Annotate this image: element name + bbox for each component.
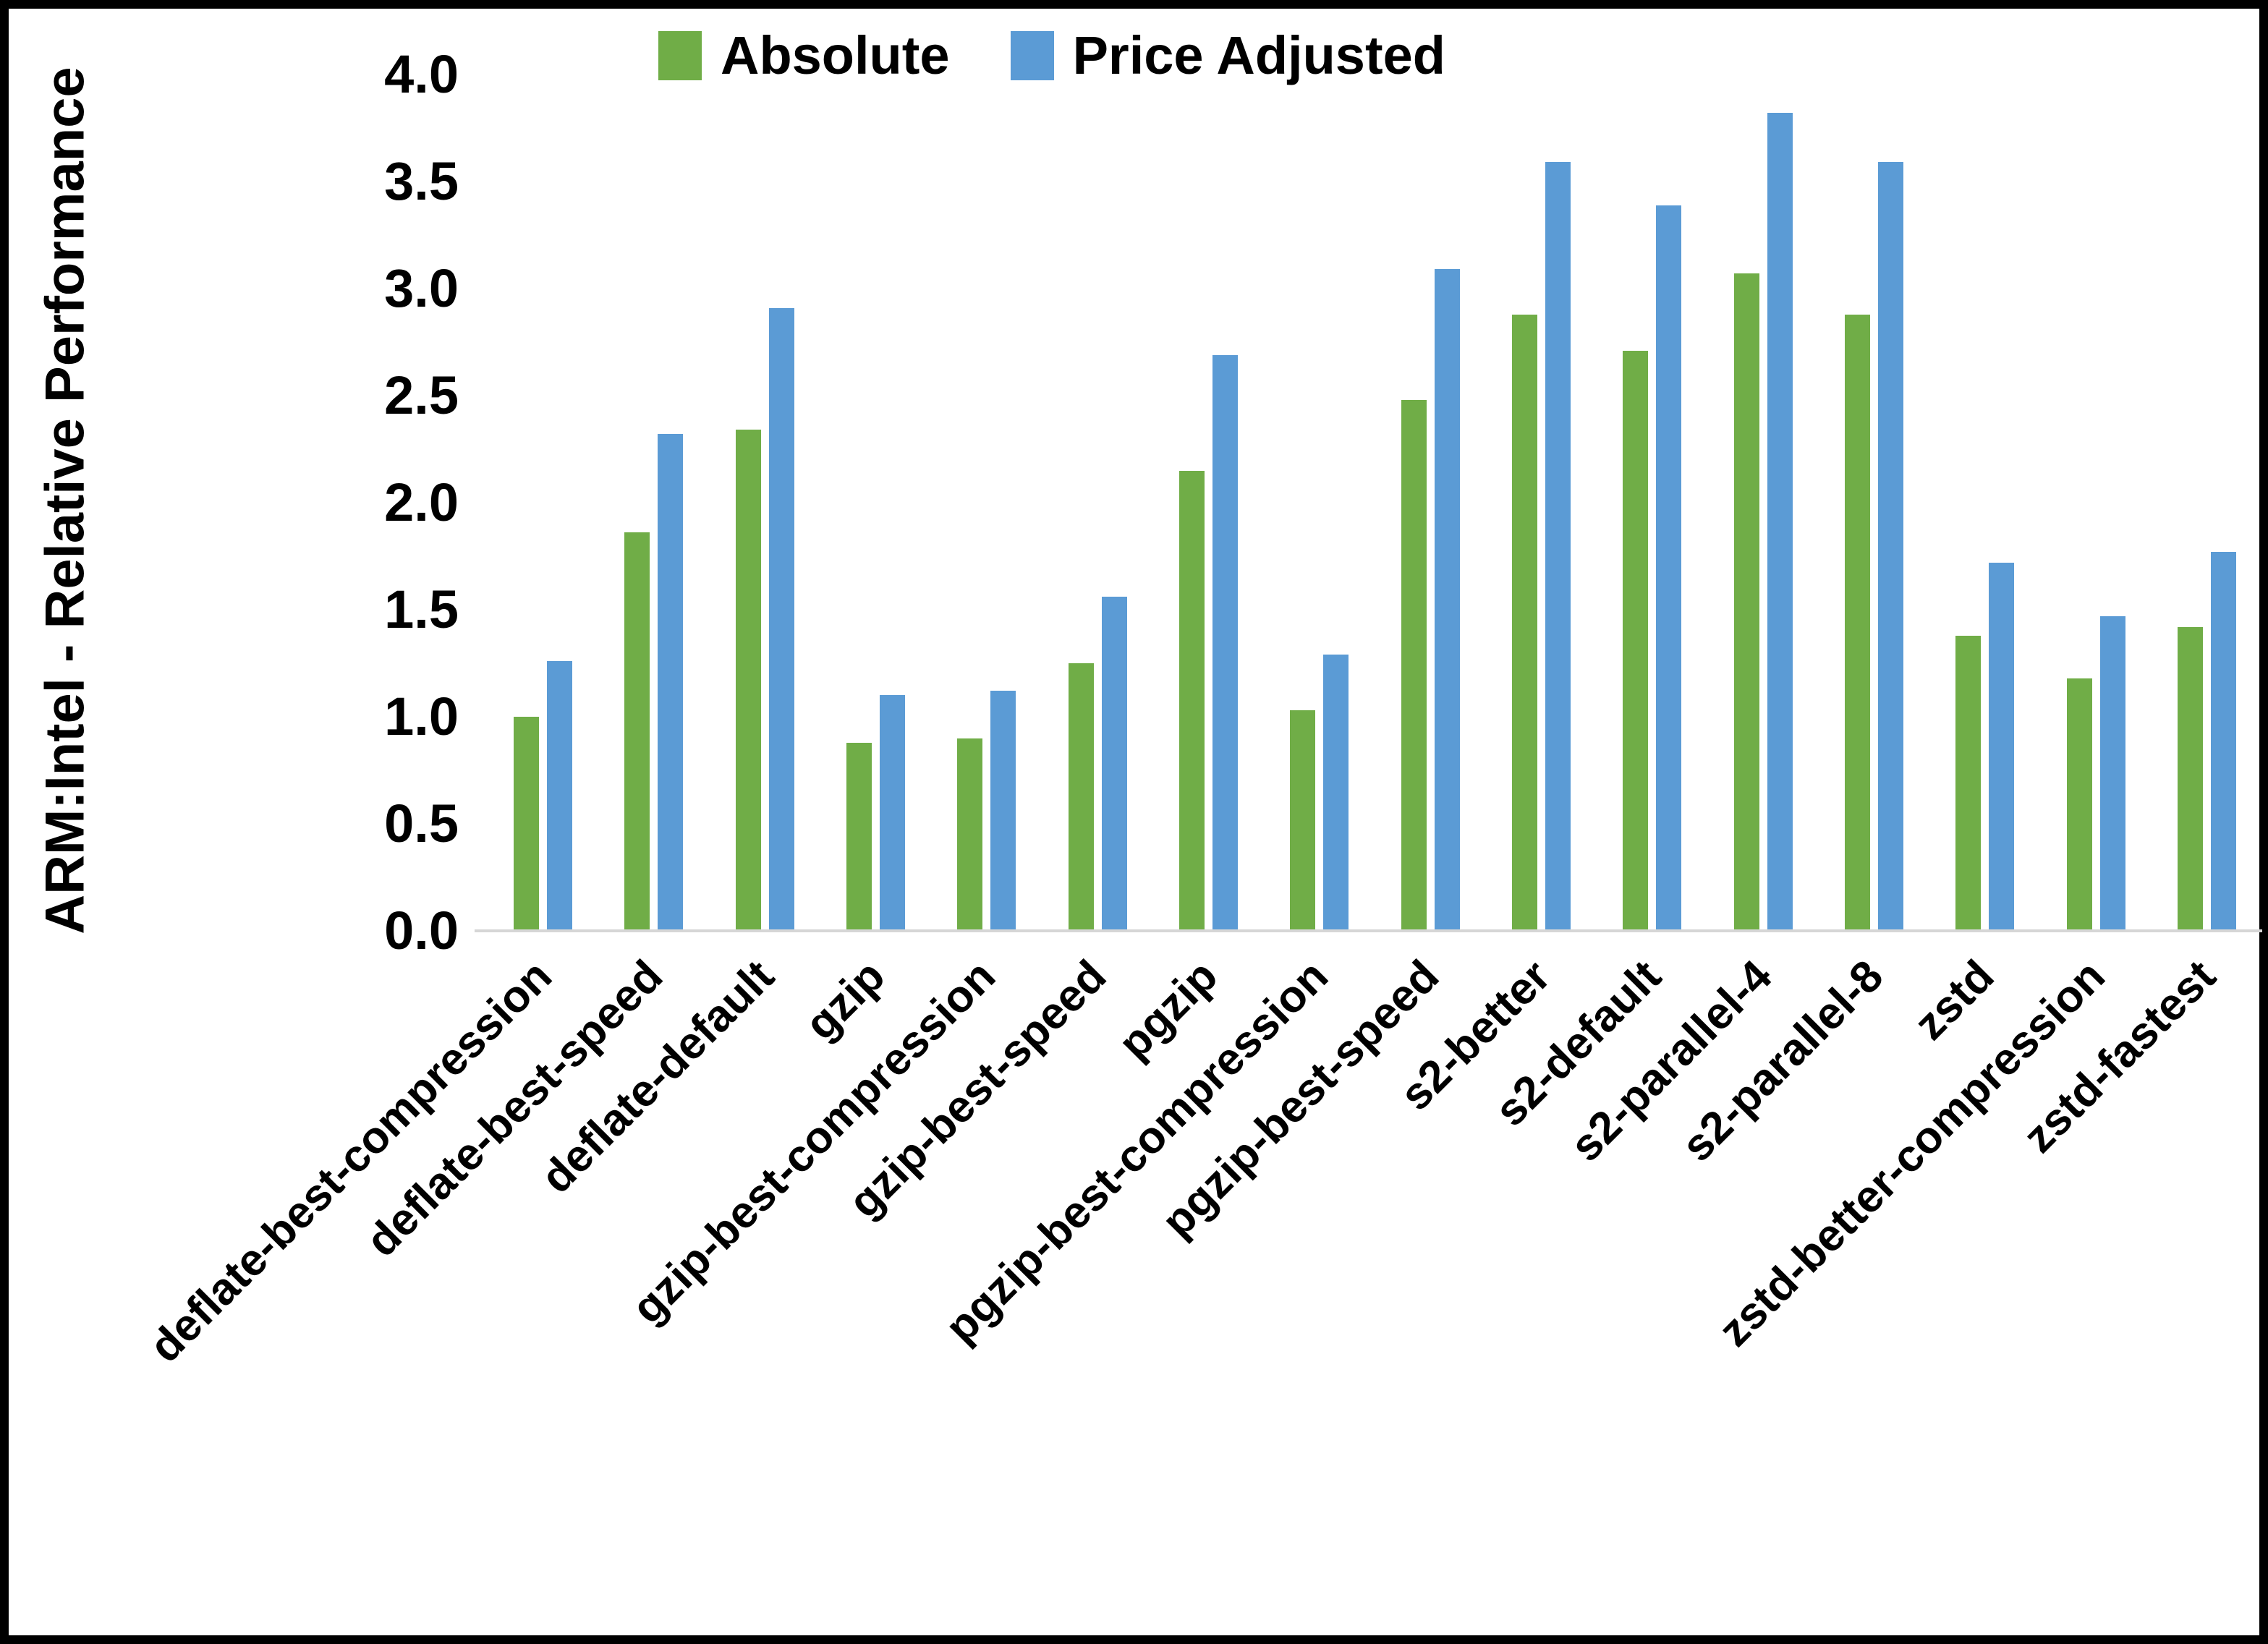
x-axis-category-labels: deflate-best-compression deflate-best-spe…	[9, 9, 2259, 1635]
bar-group-deflate-best-speed	[598, 74, 709, 931]
bar-price-adjusted	[1323, 655, 1349, 931]
bar-absolute	[1733, 273, 1759, 931]
x-category-label-deflate-best-compression: deflate-best-compression	[140, 950, 562, 1373]
y-tick-label: 2.5	[384, 365, 459, 425]
bar-price-adjusted	[990, 691, 1016, 931]
legend-item-absolute: Absolute	[658, 29, 950, 82]
bar-absolute	[2066, 678, 2092, 931]
bar-price-adjusted	[880, 695, 906, 931]
bar-absolute	[1179, 470, 1205, 931]
bar-group-deflate-best-compression	[488, 74, 598, 931]
bar-group-s2-parallel-8	[1819, 74, 1929, 931]
y-tick-label: 3.5	[384, 151, 459, 211]
bar-group-gzip-best-speed	[1042, 74, 1153, 931]
bar-series-container	[488, 74, 2262, 931]
bar-absolute	[2177, 626, 2203, 931]
legend: Absolute Price Adjusted	[658, 29, 1445, 82]
bar-absolute	[1511, 314, 1537, 931]
bar-price-adjusted	[1877, 162, 1903, 931]
bar-group-zstd-fastest	[2152, 74, 2262, 931]
bar-absolute	[735, 430, 761, 931]
bar-group-gzip	[820, 74, 931, 931]
bar-price-adjusted	[1212, 354, 1239, 931]
bar-price-adjusted	[1434, 269, 1460, 931]
bar-group-zstd-better-compression	[2040, 74, 2151, 931]
legend-label: Absolute	[721, 25, 950, 85]
legend-swatch-icon	[658, 31, 702, 80]
bar-group-pgzip-best-speed	[1375, 74, 1486, 931]
legend-item-price-adjusted: Price Adjusted	[1010, 25, 1445, 85]
y-tick-label: 4.0	[384, 44, 459, 104]
bar-absolute	[1401, 399, 1427, 931]
bar-price-adjusted	[1656, 205, 1682, 931]
legend-swatch-icon	[1010, 31, 1054, 80]
bar-price-adjusted	[2099, 616, 2125, 931]
y-axis-tick-labels: 4.0 3.5 3.0 2.5 2.0 1.5 1.0 0.5 0.0	[9, 44, 459, 961]
bar-price-adjusted	[1545, 162, 1571, 931]
bar-absolute	[1290, 710, 1316, 931]
y-tick-label: 0.5	[384, 793, 459, 853]
x-category-label-gzip: gzip	[795, 950, 895, 1050]
bar-group-zstd	[1929, 74, 2040, 931]
bar-price-adjusted	[658, 434, 684, 931]
bar-price-adjusted	[547, 661, 573, 931]
bar-price-adjusted	[1989, 562, 2015, 931]
y-tick-label: 3.0	[384, 258, 459, 318]
bar-group-s2-better	[1486, 74, 1597, 931]
bar-group-s2-parallel-4	[1707, 74, 1818, 931]
bar-price-adjusted	[768, 307, 794, 931]
bar-group-deflate-default	[710, 74, 820, 931]
bar-group-gzip-best-compression	[931, 74, 1042, 931]
bar-absolute	[1844, 314, 1870, 931]
bar-group-pgzip	[1153, 74, 1264, 931]
bar-price-adjusted	[1101, 597, 1127, 931]
y-tick-label: 1.0	[384, 686, 459, 746]
y-tick-label: 2.0	[384, 472, 459, 532]
plot-area	[475, 74, 2262, 932]
bar-absolute	[1623, 350, 1649, 931]
x-category-label-zstd: zstd	[1904, 950, 2004, 1050]
legend-label: Price Adjusted	[1072, 25, 1445, 85]
bar-group-pgzip-best-compression	[1264, 74, 1375, 931]
bar-absolute	[1955, 635, 1982, 931]
y-tick-label: 1.5	[384, 579, 459, 639]
bar-price-adjusted	[2210, 552, 2236, 931]
x-axis-line	[475, 929, 2262, 932]
bar-absolute	[957, 738, 983, 931]
bar-price-adjusted	[1767, 113, 1793, 931]
bar-absolute	[846, 742, 872, 931]
bar-absolute	[514, 717, 540, 931]
y-tick-label: 0.0	[384, 900, 459, 961]
bar-absolute	[1068, 663, 1094, 931]
bar-absolute	[624, 532, 650, 931]
bar-group-s2-default	[1597, 74, 1707, 931]
